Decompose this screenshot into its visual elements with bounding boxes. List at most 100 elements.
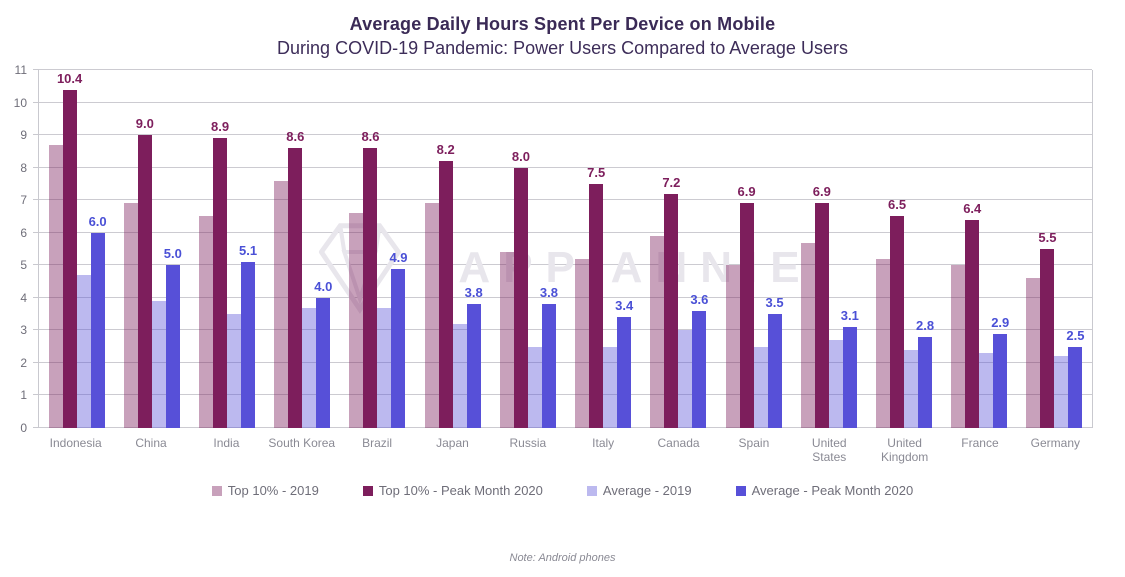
bar-group-canada: 7.2 3.6: [641, 70, 716, 428]
bar-value-label: 4.9: [389, 249, 408, 265]
footnote: Note: Android phones: [509, 552, 616, 564]
bar-group-india: 8.9 5.1: [189, 70, 264, 428]
barwrap: 6.4: [963, 70, 982, 428]
barwrap: 8.6: [286, 70, 304, 428]
barwrap: 10.4: [57, 70, 82, 428]
barwrap: 5.1: [239, 70, 257, 428]
bar-average-peak-month-2020: [1068, 346, 1083, 428]
x-label-cell: Spain: [716, 436, 791, 465]
bar-value-label: 3.5: [765, 295, 784, 311]
barwrap: [274, 70, 289, 428]
gridline: [39, 329, 1092, 331]
bar-average-peak-month-2020: [767, 314, 782, 428]
y-axis-tick-label: 3: [20, 323, 27, 338]
bar-top-10-peak-month-2020: [965, 219, 980, 428]
barwrap: [499, 70, 514, 428]
bar-top-10-peak-month-2020: [739, 203, 754, 428]
bar-top-10-2019: [650, 235, 665, 428]
legend-item-average-peak-month-2020: Average - Peak Month 2020: [735, 483, 913, 498]
barwrap: [603, 70, 618, 428]
bar-top-10-peak-month-2020: [137, 135, 152, 428]
x-label-cell: France: [942, 436, 1017, 465]
bar-value-label: 3.6: [690, 291, 709, 307]
barwrap: [302, 70, 317, 428]
bar-value-label: 10.4: [56, 70, 83, 86]
bar-value-label: 3.8: [464, 285, 483, 301]
barwrap: [1054, 70, 1069, 428]
bar-average-2019: [76, 275, 91, 428]
bar-average-peak-month-2020: [165, 265, 180, 428]
y-axis-tick-label: 11: [14, 63, 27, 77]
gridline: [39, 427, 1092, 428]
x-label-cell: India: [189, 436, 264, 465]
category-label-russia: Russia: [509, 436, 547, 450]
barwrap: 3.4: [615, 70, 633, 428]
barwrap: 2.5: [1066, 70, 1084, 428]
x-label-cell: Indonesia: [38, 436, 113, 465]
x-label-cell: Japan: [415, 436, 490, 465]
barwrap: [828, 70, 843, 428]
legend-swatch: [735, 485, 746, 496]
legend-item-average-2019: Average - 2019: [586, 483, 692, 498]
barwrap: 2.9: [991, 70, 1010, 428]
bar-average-2019: [302, 307, 317, 428]
bar-value-label: 6.9: [812, 184, 831, 200]
y-axis-tick-label: 9: [20, 128, 27, 143]
category-label-united-kingdom: United Kingdom: [880, 436, 929, 465]
y-axis-tick-label: 4: [20, 290, 27, 305]
bar-top-10-2019: [48, 144, 63, 428]
category-label-canada: Canada: [657, 436, 700, 450]
y-axis-tick: [33, 329, 39, 331]
gridline: [39, 134, 1092, 136]
y-axis-tick-label: 5: [20, 258, 27, 273]
barwrap: 5.0: [164, 70, 182, 428]
bar-top-10-peak-month-2020: [213, 138, 228, 428]
y-axis-tick-label: 10: [13, 95, 27, 110]
barwrap: 4.9: [389, 70, 408, 428]
bar-average-2019: [979, 353, 994, 428]
barwrap: 8.9: [211, 70, 229, 428]
bar-value-label: 8.2: [436, 142, 455, 158]
bar-value-label: 5.5: [1038, 230, 1057, 245]
barwrap: [424, 70, 439, 428]
legend-label: Top 10% - Peak Month 2020: [378, 483, 543, 498]
bar-value-label: 7.2: [662, 174, 681, 190]
bar-value-label: 3.8: [539, 285, 558, 301]
gridline: [39, 296, 1092, 298]
bar-group-italy: 7.5 3.4: [566, 70, 641, 428]
bar-top-10-2019: [349, 213, 364, 428]
bar-top-10-2019: [199, 216, 214, 428]
bar-top-10-2019: [725, 265, 740, 428]
y-axis-tick: [33, 264, 39, 266]
x-label-cell: United States: [792, 436, 867, 465]
y-axis-tick-label: 0: [20, 421, 27, 435]
x-label-cell: Canada: [641, 436, 716, 465]
bar-group-united-kingdom: 6.5 2.8: [866, 70, 941, 428]
y-axis-tick: [33, 134, 39, 136]
x-label-cell: Brazil: [339, 436, 414, 465]
bar-top-10-2019: [1026, 278, 1041, 428]
bar-top-10-peak-month-2020: [62, 89, 77, 428]
y-axis-tick-label: 2: [20, 355, 27, 370]
bar-value-label: 7.5: [587, 164, 606, 180]
x-label-cell: South Korea: [264, 436, 339, 465]
bar-average-peak-month-2020: [466, 304, 481, 428]
bar-top-10-peak-month-2020: [513, 167, 528, 428]
y-axis-tick-label: 7: [20, 193, 27, 208]
barwrap: [575, 70, 590, 428]
barwrap: [452, 70, 467, 428]
y-axis-tick: [33, 199, 39, 201]
barwrap: [48, 70, 63, 428]
bar-average-peak-month-2020: [90, 232, 105, 428]
bar-average-2019: [603, 346, 618, 428]
barwrap: 2.8: [916, 70, 934, 428]
bar-average-2019: [227, 314, 242, 428]
bar-top-10-peak-month-2020: [363, 148, 378, 428]
barwrap: 6.5: [888, 70, 906, 428]
bar-value-label: 6.4: [963, 200, 982, 216]
category-label-china: China: [135, 436, 167, 450]
x-label-cell: Russia: [490, 436, 565, 465]
y-axis-tick: [33, 427, 39, 428]
y-axis-tick: [33, 101, 39, 103]
bar-value-label: 2.9: [991, 314, 1010, 330]
